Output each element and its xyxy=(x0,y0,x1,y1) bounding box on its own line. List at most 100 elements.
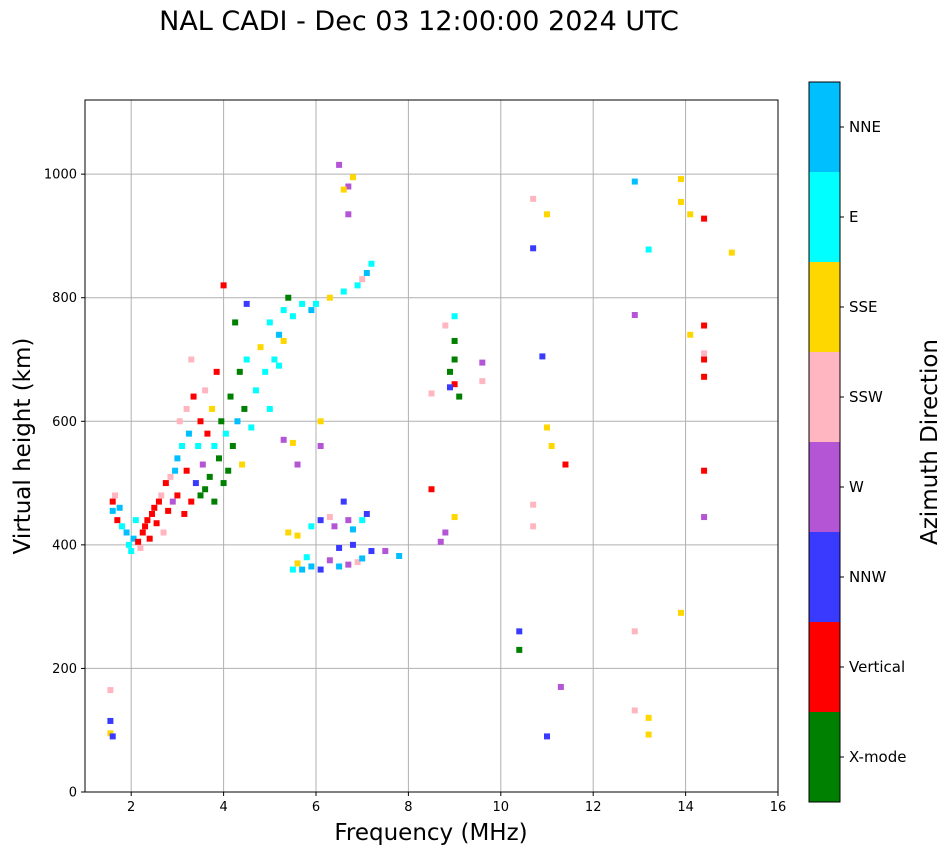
data-point: Vertical xyxy=(139,529,146,536)
colorbar: X-mode Vertical NNW W SSW SSE E NNE xyxy=(808,81,906,803)
data-point: Vertical xyxy=(428,486,435,493)
data-point: X-mode xyxy=(197,492,204,499)
data-point: E xyxy=(303,554,310,561)
data-point: SSW xyxy=(631,628,638,635)
colorbar-swatch xyxy=(809,172,840,262)
data-point: E xyxy=(289,313,296,320)
y-tick-label: 400 xyxy=(52,538,77,553)
data-point: NNE xyxy=(308,307,315,314)
data-point: SSE xyxy=(677,609,684,616)
data-point: Vertical xyxy=(114,517,121,524)
data-point: Vertical xyxy=(701,467,708,474)
x-tick-label: 6 xyxy=(312,800,320,815)
data-point: Vertical xyxy=(181,510,188,517)
data-point: NNE xyxy=(116,504,123,511)
data-point: NNW xyxy=(107,717,114,724)
data-point: Vertical xyxy=(701,373,708,380)
data-point: W xyxy=(479,359,486,366)
data-point: NNE xyxy=(349,526,356,533)
data-point: Vertical xyxy=(701,215,708,222)
data-point: SSW xyxy=(631,707,638,714)
data-point: E xyxy=(125,541,132,548)
data-point: SSE xyxy=(544,424,550,431)
data-point: NNW xyxy=(109,733,116,740)
data-point: X-mode xyxy=(516,646,523,653)
data-point: E xyxy=(340,288,347,295)
data-point: W xyxy=(199,461,206,468)
data-point: W xyxy=(331,523,338,530)
data-point: W xyxy=(169,498,176,505)
data-point: W xyxy=(280,436,287,443)
data-point: SSE xyxy=(687,211,694,218)
data-point: NNW xyxy=(446,384,453,391)
data-point: Vertical xyxy=(151,504,158,511)
data-point: SSW xyxy=(160,529,167,536)
data-point: Vertical xyxy=(174,492,181,499)
data-point: NNE xyxy=(172,467,179,474)
data-point: W xyxy=(701,514,708,521)
data-point: SSW xyxy=(112,492,119,499)
data-point: X-mode xyxy=(220,480,227,487)
data-point: NNE xyxy=(276,331,283,338)
data-point: NNE xyxy=(631,178,638,185)
data-point: SSE xyxy=(677,198,684,205)
colorbar-swatch xyxy=(809,712,840,802)
data-point: SSW xyxy=(158,492,165,499)
data-point: SSW xyxy=(107,687,114,694)
data-point: SSW xyxy=(530,523,537,530)
data-point: Vertical xyxy=(188,498,195,505)
points-layer: VerticalNNESSWVerticalNNEENNEEENNEEVerti… xyxy=(107,161,735,740)
data-point: W xyxy=(442,529,449,536)
data-point: X-mode xyxy=(229,443,236,449)
data-point: X-mode xyxy=(215,455,222,462)
data-point: SSE xyxy=(340,186,347,193)
colorbar-title: Azimuth Direction xyxy=(917,339,943,545)
data-point: NNE xyxy=(308,563,315,570)
data-point: X-mode xyxy=(225,467,232,474)
data-point: NNE xyxy=(396,552,403,559)
data-point: E xyxy=(222,430,229,437)
data-point: E xyxy=(266,319,273,326)
colorbar-frame xyxy=(808,81,841,803)
data-point: NNE xyxy=(359,555,366,562)
data-point: SSW xyxy=(359,276,366,283)
data-point: Vertical xyxy=(165,507,172,514)
data-point: E xyxy=(271,356,278,363)
data-point: X-mode xyxy=(446,368,453,375)
data-point: SSE xyxy=(645,731,652,738)
data-point: Vertical xyxy=(562,461,569,468)
data-point: SSE xyxy=(280,337,287,344)
data-point: X-mode xyxy=(206,473,213,480)
data-point: SSW xyxy=(137,544,144,551)
data-point: SSE xyxy=(294,532,301,539)
chart-title: NAL CADI - Dec 03 12:00:00 2024 UTC xyxy=(159,6,679,37)
data-point: E xyxy=(266,405,273,412)
colorbar-label: X-mode xyxy=(849,748,906,766)
data-point: SSE xyxy=(257,344,264,351)
data-point: NNW xyxy=(363,510,370,517)
data-point: SSW xyxy=(354,559,361,566)
data-point: W xyxy=(345,183,352,190)
x-tick-label: 12 xyxy=(585,800,602,815)
y-tick-label: 1000 xyxy=(44,168,77,183)
data-point: W xyxy=(382,548,389,555)
data-point: X-mode xyxy=(232,319,239,326)
data-point: X-mode xyxy=(451,337,458,344)
data-point: W xyxy=(345,211,352,218)
data-point: W xyxy=(326,557,333,564)
data-point: NNW xyxy=(243,300,250,307)
data-point: SSW xyxy=(701,350,708,357)
data-point: W xyxy=(437,538,444,545)
data-point: W xyxy=(631,312,638,319)
data-point: Vertical xyxy=(701,356,708,363)
data-point: X-mode xyxy=(211,498,218,505)
colorbar-label: NNW xyxy=(849,568,886,586)
data-point: SSW xyxy=(188,356,195,363)
data-point: SSE xyxy=(451,514,458,521)
data-point: X-mode xyxy=(241,405,248,412)
data-point: NNE xyxy=(234,418,241,425)
data-point: SSW xyxy=(479,378,486,385)
data-point: E xyxy=(262,368,269,375)
x-tick-label: 10 xyxy=(493,800,510,815)
